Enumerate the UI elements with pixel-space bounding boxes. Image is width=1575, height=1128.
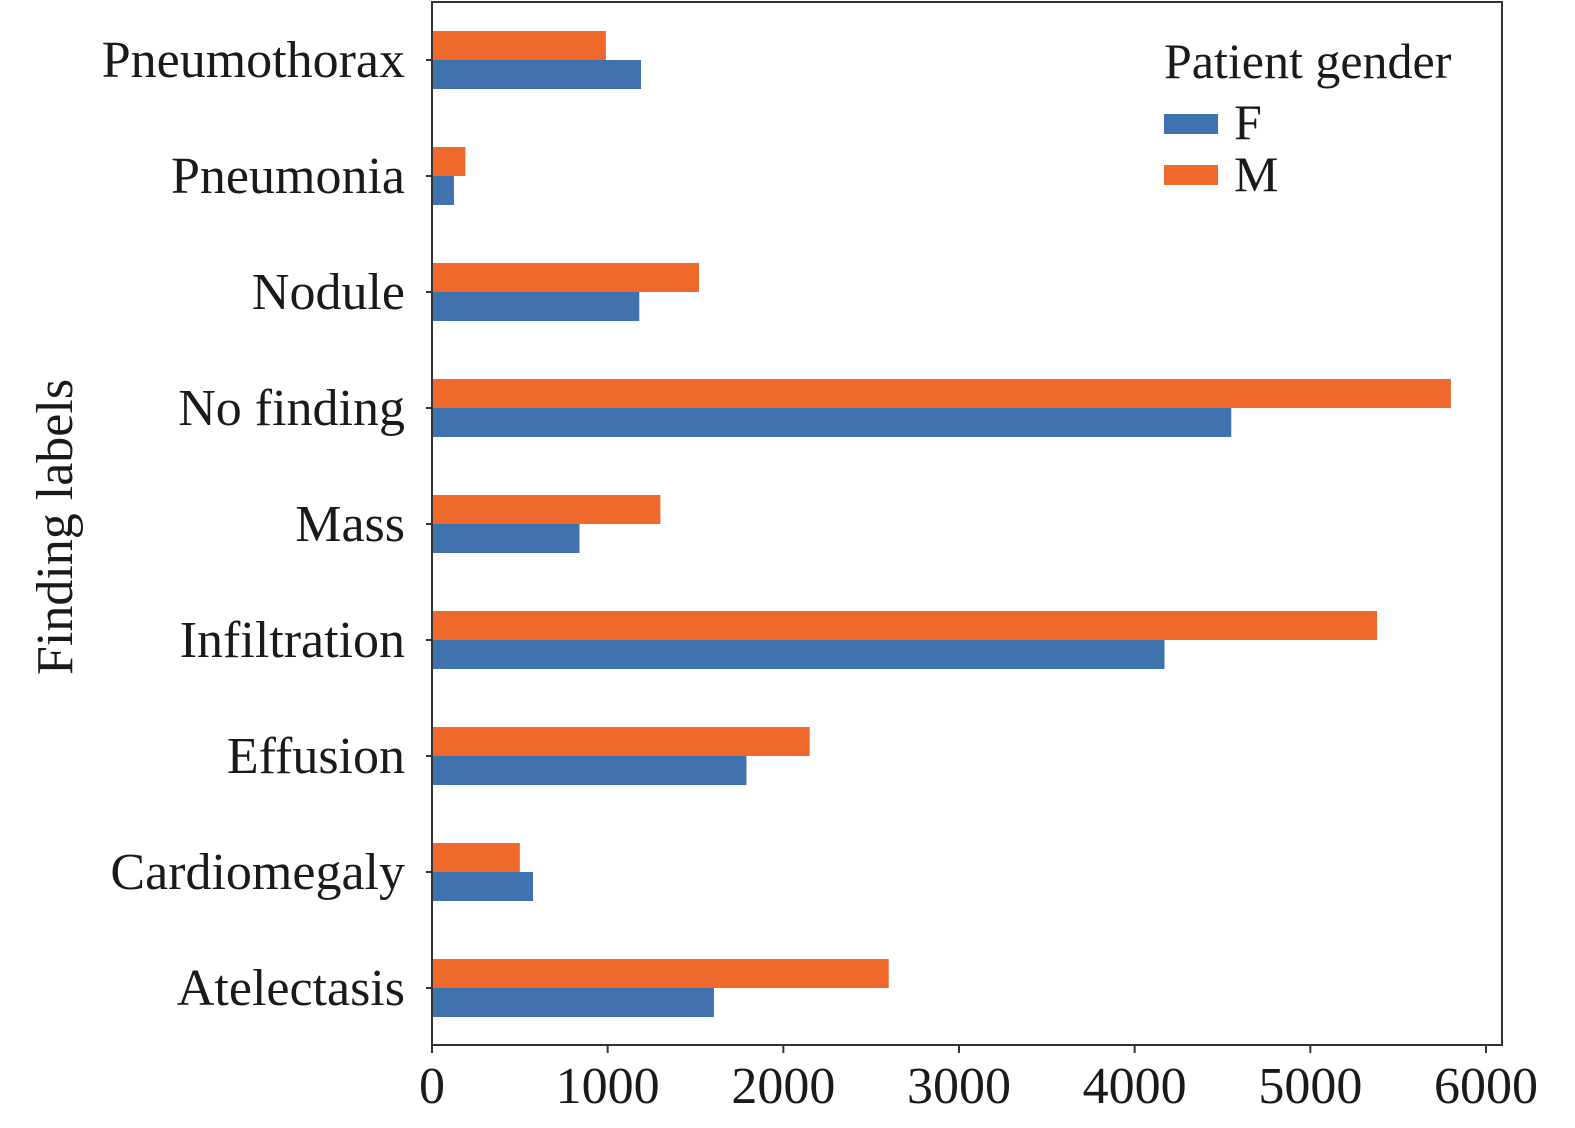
bar-pneumonia-f bbox=[432, 176, 454, 205]
y-tick-label-effusion: Effusion bbox=[227, 728, 405, 785]
bar-mass-f bbox=[432, 524, 580, 553]
bar-mass-m bbox=[432, 495, 661, 524]
bar-nodule-f bbox=[432, 292, 640, 321]
bar-pneumonia-m bbox=[432, 147, 466, 176]
bar-effusion-m bbox=[432, 727, 810, 756]
bar-pneumothorax-m bbox=[432, 31, 606, 60]
x-tick-label-4000: 4000 bbox=[1083, 1058, 1187, 1115]
y-axis-title: Finding labels bbox=[27, 379, 84, 675]
y-tick-label-infiltration: Infiltration bbox=[180, 612, 405, 669]
x-tick-label-3000: 3000 bbox=[907, 1058, 1011, 1115]
bar-cardiomegaly-f bbox=[432, 872, 534, 901]
bar-atelectasis-f bbox=[432, 988, 714, 1017]
bar-no-finding-m bbox=[432, 379, 1451, 408]
bar-atelectasis-m bbox=[432, 959, 889, 988]
legend-title: Patient gender bbox=[1164, 33, 1452, 89]
bar-nodule-m bbox=[432, 263, 700, 292]
x-axis: 0 1000 2000 3000 4000 5000 6000 bbox=[419, 1045, 1538, 1115]
y-tick-label-atelectasis: Atelectasis bbox=[177, 960, 405, 1017]
bar-cardiomegaly-m bbox=[432, 843, 520, 872]
bar-pneumothorax-f bbox=[432, 60, 642, 89]
bar-effusion-f bbox=[432, 756, 747, 785]
x-tick-label-6000: 6000 bbox=[1434, 1058, 1538, 1115]
x-tick-label-2000: 2000 bbox=[731, 1058, 835, 1115]
y-tick-label-pneumonia: Pneumonia bbox=[171, 148, 405, 205]
x-tick-label-0: 0 bbox=[419, 1058, 445, 1115]
x-tick-label-1000: 1000 bbox=[556, 1058, 660, 1115]
y-tick-label-no-finding: No finding bbox=[178, 380, 405, 437]
x-tick-label-5000: 5000 bbox=[1258, 1058, 1362, 1115]
legend-swatch-m bbox=[1164, 165, 1218, 185]
legend-label-f: F bbox=[1234, 94, 1262, 150]
bar-infiltration-m bbox=[432, 611, 1378, 640]
legend-swatch-f bbox=[1164, 114, 1218, 134]
y-tick-label-pneumothorax: Pneumothorax bbox=[102, 32, 405, 89]
bar-infiltration-f bbox=[432, 640, 1165, 669]
y-axis: Pneumothorax Pneumonia Nodule No finding Mas… bbox=[102, 32, 432, 1017]
y-tick-label-mass: Mass bbox=[295, 496, 405, 553]
y-tick-label-cardiomegaly: Cardiomegaly bbox=[110, 844, 405, 901]
legend-label-m: M bbox=[1234, 146, 1278, 202]
bar-no-finding-f bbox=[432, 408, 1232, 437]
y-tick-label-nodule: Nodule bbox=[252, 264, 405, 321]
legend: Patient gender F M bbox=[1164, 33, 1452, 202]
bars-layer bbox=[432, 31, 1451, 1017]
